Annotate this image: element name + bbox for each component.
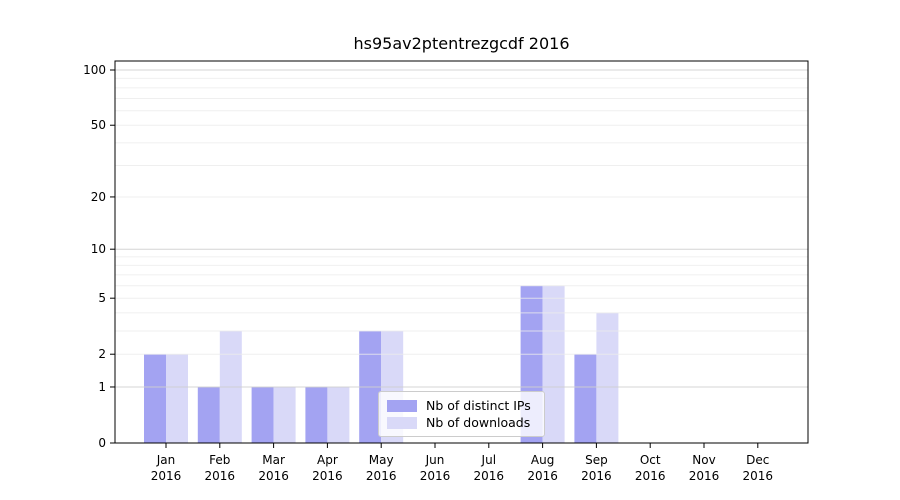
- bar-downloads-mar: [273, 386, 296, 443]
- legend-item-distinct-ips: Nb of distinct IPs: [387, 397, 536, 414]
- x-tick-label-month: Mar: [262, 453, 285, 467]
- x-tick-label-year: 2016: [581, 469, 612, 483]
- x-tick-label-month: Jan: [156, 453, 176, 467]
- x-tick-label-month: Jun: [425, 453, 445, 467]
- x-tick-label-year: 2016: [205, 469, 236, 483]
- bar-distinct-ips-feb: [197, 386, 220, 443]
- x-tick-label-year: 2016: [258, 469, 289, 483]
- x-tick-label-year: 2016: [420, 469, 451, 483]
- x-tick-label-month: May: [369, 453, 394, 467]
- legend: Nb of distinct IPs Nb of downloads: [378, 391, 545, 437]
- bar-distinct-ips-sep: [574, 354, 597, 443]
- x-tick-label-month: Oct: [640, 453, 661, 467]
- y-tick-label: 2: [98, 347, 106, 361]
- x-tick-label-year: 2016: [312, 469, 343, 483]
- y-tick-label: 5: [98, 291, 106, 305]
- bar-downloads-sep: [596, 312, 619, 443]
- bar-downloads-jan: [166, 354, 188, 443]
- legend-swatch-downloads: [387, 416, 417, 429]
- x-tick-label-month: Sep: [585, 453, 608, 467]
- bar-distinct-ips-mar: [251, 386, 274, 443]
- chart-title: hs95av2ptentrezgcdf 2016: [353, 34, 570, 53]
- legend-item-downloads: Nb of downloads: [387, 414, 536, 431]
- x-tick-label-year: 2016: [151, 469, 182, 483]
- y-tick-label: 100: [83, 63, 106, 77]
- y-tick-label: 10: [91, 242, 106, 256]
- x-tick-label-month: Dec: [746, 453, 769, 467]
- plot-frame: [114, 60, 809, 444]
- y-tick-label: 50: [91, 118, 106, 132]
- bar-downloads-apr: [327, 386, 350, 443]
- x-tick-label-year: 2016: [474, 469, 505, 483]
- legend-label-downloads: Nb of downloads: [426, 415, 531, 430]
- x-tick-label-month: Apr: [317, 453, 338, 467]
- bar-distinct-ips-apr: [305, 386, 328, 443]
- x-tick-label-month: Feb: [209, 453, 230, 467]
- bar-downloads-aug: [542, 285, 565, 443]
- x-tick-label-month: Jul: [481, 453, 496, 467]
- y-tick-label: 0: [98, 436, 106, 450]
- x-tick-label-year: 2016: [689, 469, 720, 483]
- x-tick-label-month: Aug: [531, 453, 554, 467]
- y-tick-label: 20: [91, 190, 106, 204]
- x-tick-label-month: Nov: [692, 453, 715, 467]
- legend-label-distinct-ips: Nb of distinct IPs: [426, 398, 531, 413]
- legend-swatch-distinct-ips: [387, 399, 417, 412]
- x-tick-label-year: 2016: [366, 469, 397, 483]
- x-tick-label-year: 2016: [743, 469, 774, 483]
- bar-distinct-ips-jan: [144, 354, 166, 443]
- x-tick-label-year: 2016: [527, 469, 558, 483]
- y-tick-label: 1: [98, 380, 106, 394]
- x-tick-label-year: 2016: [635, 469, 666, 483]
